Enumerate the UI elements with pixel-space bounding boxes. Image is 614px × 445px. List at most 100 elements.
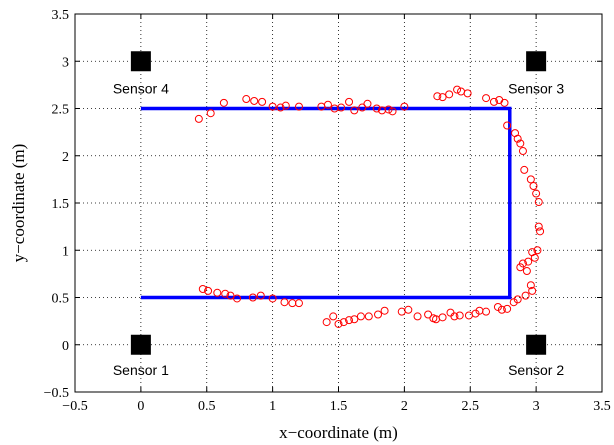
data-point — [213, 288, 222, 297]
y-tick-label: 3.5 — [52, 8, 70, 23]
data-point — [258, 97, 267, 106]
data-point — [445, 90, 454, 99]
data-point — [446, 308, 455, 317]
data-point — [364, 312, 373, 321]
x-tick-label: 0 — [137, 399, 144, 414]
data-point — [464, 311, 473, 320]
data-point — [493, 302, 502, 311]
data-point — [533, 246, 542, 255]
x-tick-label: 2 — [401, 399, 408, 414]
data-point — [329, 312, 338, 321]
data-point — [323, 100, 332, 109]
data-point — [233, 294, 242, 303]
data-point — [526, 281, 535, 290]
sensor-label: Sensor 2 — [508, 362, 564, 378]
data-point — [513, 295, 522, 304]
x-tick-label: 3 — [533, 399, 540, 414]
data-point — [518, 147, 527, 156]
data-point — [388, 107, 397, 116]
data-point — [475, 306, 484, 315]
data-point — [413, 312, 422, 321]
data-point — [358, 103, 367, 112]
sensors: Sensor 1 Sensor 2 Sensor 3 Sensor 4 — [113, 51, 564, 378]
y-tick-label: 1.5 — [52, 197, 70, 212]
data-point — [337, 103, 346, 112]
data-point — [521, 291, 530, 300]
x-tick-label: 2.5 — [462, 399, 480, 414]
data-point — [350, 106, 359, 115]
data-point — [380, 306, 389, 315]
data-point — [219, 98, 228, 107]
data-point — [455, 311, 464, 320]
data-point — [503, 121, 512, 130]
data-point — [522, 267, 531, 276]
data-point — [345, 316, 354, 325]
y-tick-label: 2 — [62, 150, 69, 165]
data-point — [509, 298, 518, 307]
data-point — [334, 319, 343, 328]
data-point — [429, 314, 438, 323]
data-point — [280, 298, 289, 307]
data-point — [268, 294, 277, 303]
data-point — [534, 222, 543, 231]
y-tick-label: 2.5 — [52, 103, 70, 118]
data-point — [433, 92, 442, 101]
data-point — [397, 307, 406, 316]
data-point — [524, 257, 533, 266]
data-point — [206, 109, 215, 118]
data-point — [276, 103, 285, 112]
y-axis-label: y−coordinate (m) — [9, 144, 28, 263]
data-point — [281, 101, 290, 110]
data-point — [372, 104, 381, 113]
data-point — [242, 95, 251, 104]
data-point — [356, 312, 365, 321]
sensor-label: Sensor 4 — [113, 80, 169, 96]
data-point — [513, 134, 522, 143]
data-point — [294, 102, 303, 111]
sensor-marker — [130, 334, 151, 355]
data-point — [250, 96, 259, 105]
path-line — [140, 106, 512, 300]
data-point — [530, 253, 539, 262]
x-tick-label: 0.5 — [198, 399, 216, 414]
data-point — [534, 198, 543, 207]
data-point — [503, 304, 512, 313]
x-tick-label: 1.5 — [330, 399, 348, 414]
data-point — [404, 305, 413, 314]
sensor-marker — [526, 334, 547, 355]
data-point — [294, 299, 303, 308]
data-point — [482, 307, 491, 316]
data-point — [339, 318, 348, 327]
x-tick-label: 1 — [269, 399, 276, 414]
data-point — [363, 99, 372, 108]
data-point — [516, 139, 525, 148]
data-point — [248, 293, 257, 302]
data-point — [489, 97, 498, 106]
data-point — [198, 284, 207, 293]
data-point — [424, 310, 433, 319]
sensor-label: Sensor 1 — [113, 362, 169, 378]
data-point — [438, 93, 447, 102]
y-tick-label: 3 — [62, 55, 69, 70]
grid — [75, 14, 602, 392]
data-point — [350, 315, 359, 324]
data-point — [497, 305, 506, 314]
data-point — [536, 227, 545, 236]
data-point — [204, 286, 213, 295]
data-point — [400, 102, 409, 111]
data-point — [516, 263, 525, 272]
sensor-marker — [130, 51, 151, 72]
sensor-marker — [526, 51, 547, 72]
data-point — [482, 94, 491, 103]
data-point — [438, 313, 447, 322]
data-point — [529, 181, 538, 190]
ticks: −0.5 0 0.5 1 1.5 2 2.5 3 3.5 −0.5 0 0.5 1 1.5 2 2.5 3 3.5 — [44, 8, 611, 414]
data-point — [450, 312, 459, 321]
data-point — [520, 165, 529, 174]
data-point — [256, 291, 265, 300]
data-point — [500, 98, 509, 107]
data-point — [526, 175, 535, 184]
path-layer — [140, 106, 512, 300]
data-point — [194, 114, 203, 123]
